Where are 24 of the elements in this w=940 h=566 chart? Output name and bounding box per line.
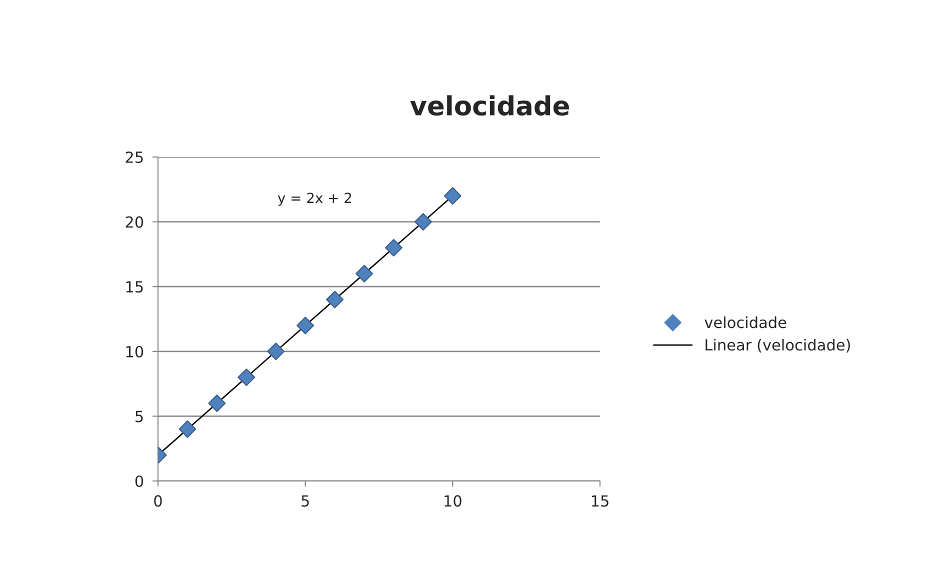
y-tick-label: 10 <box>126 346 144 358</box>
point <box>238 368 256 386</box>
point <box>355 264 374 282</box>
point <box>444 187 462 205</box>
y-tick-label: 5 <box>136 410 143 422</box>
point <box>208 394 226 412</box>
point <box>326 290 344 308</box>
y-tick-label: 20 <box>126 216 144 228</box>
point <box>178 420 196 438</box>
x-tick-label: 15 <box>592 495 608 507</box>
y-tick-label: 25 <box>126 151 143 164</box>
point <box>414 213 432 231</box>
x-tick-label: 5 <box>302 495 309 507</box>
point <box>267 342 285 360</box>
y-tick-label: 15 <box>126 281 143 293</box>
legend-label: Linear (velocidade) <box>706 338 850 352</box>
legend-label: velocidade <box>704 316 786 328</box>
y-tick-label: 0 <box>135 475 144 488</box>
chart-title: velocidade <box>410 95 569 116</box>
point <box>384 238 403 256</box>
point <box>296 316 314 334</box>
x-tick-label: 0 <box>154 495 162 507</box>
annotation: y = 2x + 2 <box>278 192 352 206</box>
x-tick-label: 10 <box>444 495 462 507</box>
